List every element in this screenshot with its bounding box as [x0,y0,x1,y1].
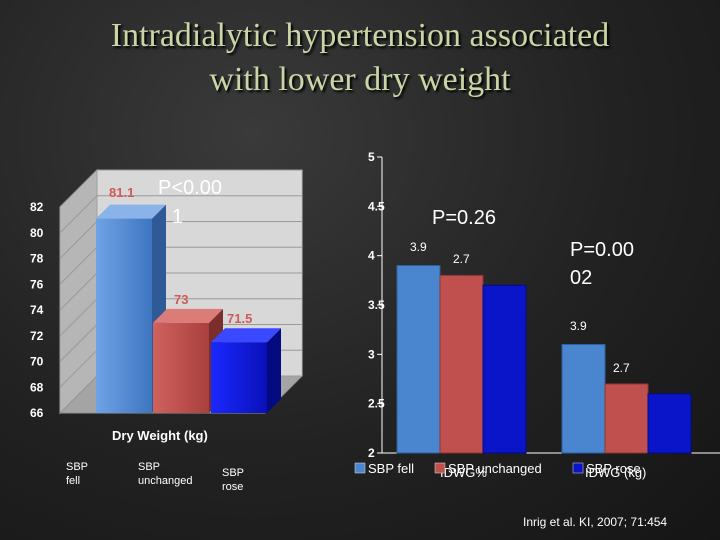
idwg-bars: 3.9 2.7 3.9 2.7 [396,240,692,454]
idwg-pvalue-2-line2: 02 [570,267,592,289]
group-label: IDWG% [440,465,487,480]
y-tick-label: 2 [368,446,375,460]
bar-idwg-1-2 [439,274,484,454]
legend-swatch [354,462,366,474]
legend-label: SBP rose [586,461,641,476]
dry-weight-category-label: fell [66,475,80,487]
y-tick-label: 82 [30,200,44,214]
dry-weight-bars: 81.1 SBP fell 73 SBP unchanged 71.5 SBP rose [66,185,281,493]
title-line-1: Intradialytic hypertension associated [110,17,610,54]
y-tick-label: 4 [368,249,375,263]
dry-weight-pvalue-line1: P<0.00 [158,177,222,199]
dry-weight-category-label: rose [222,481,243,493]
y-tick-label: 68 [30,380,44,394]
group-label: IDWG (kg) [585,465,646,480]
y-tick-label: 74 [30,303,44,317]
y-tick-label: 70 [30,355,44,369]
y-tick-label: 76 [30,277,44,291]
idwg-pvalue-2-line1: P=0.00 [570,239,634,261]
dry-weight-axis-label: Dry Weight (kg) [112,428,208,443]
idwg-value-label: 3.9 [570,319,587,333]
y-tick-label: 4.5 [368,199,385,213]
dry-weight-category-label: SBP [222,467,244,479]
bar-dry-weight-3 [211,328,281,413]
dry-weight-pvalue-line2: 1 [172,206,183,228]
dry-weight-value-label: 81.1 [109,185,134,200]
title-line-2: with lower dry weight [209,61,511,98]
dry-weight-value-label: 71.5 [227,311,252,326]
y-tick-label: 66 [30,406,44,420]
y-tick-label: 72 [30,329,44,343]
legend-swatch [434,462,446,474]
idwg-value-label: 2.7 [613,361,630,375]
legend-label: SBP unchanged [448,461,542,476]
idwg-value-label: 3.9 [410,240,427,254]
legend-label: SBP fell [368,461,414,476]
citation: Inrig et al. KI, 2007; 71:454 [523,515,668,529]
gridline [59,195,302,234]
dry-weight-category-label: SBP [138,461,160,473]
bar-idwg-1-1 [396,265,441,454]
bar-idwg-1-3 [482,284,527,454]
gridline [59,169,302,208]
y-tick-label: 5 [368,150,375,164]
y-tick-label: 80 [30,226,44,240]
bar-idwg-2-2 [604,383,649,454]
y-tick-label: 3 [368,347,375,361]
y-tick-label: 78 [30,252,44,266]
dry-weight-category-label: unchanged [138,475,192,487]
idwg-value-label: 2.7 [453,252,470,266]
dry-weight-category-label: SBP [66,461,88,473]
bar-idwg-2-1 [561,343,606,454]
y-tick-label: 3.5 [368,298,385,312]
bar-idwg-2-3 [647,393,692,454]
y-tick-label: 2.5 [368,397,385,411]
dry-weight-value-label: 73 [174,292,188,307]
idwg-pvalue-1: P=0.26 [432,207,496,229]
legend-swatch [572,462,584,474]
slide-title: Intradialytic hypertension associated wi… [0,14,720,102]
idwg-legend: IDWG% IDWG (kg) SBP fell SBP unchanged SBP r… [354,461,646,480]
